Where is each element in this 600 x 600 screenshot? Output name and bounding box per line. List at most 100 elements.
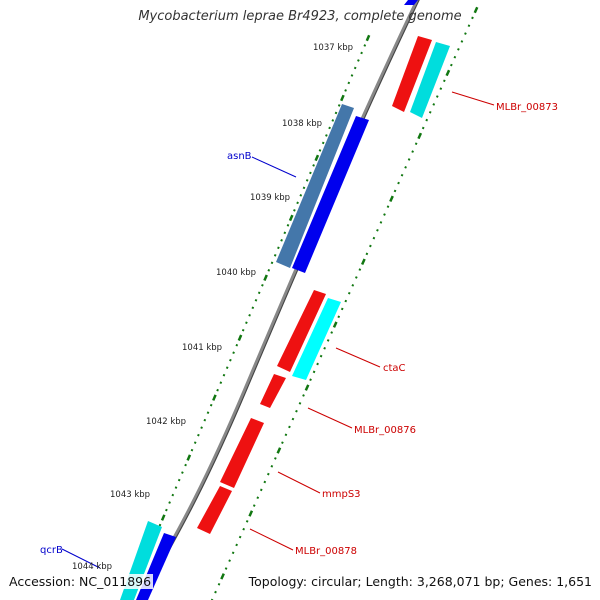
tick-mark xyxy=(209,403,213,407)
tick-mark xyxy=(274,457,277,460)
gene-label-mlbr-00873[interactable]: MLBr_00873 xyxy=(496,102,558,113)
topology-text: Topology: circular; Length: 3,268,071 bp… xyxy=(246,574,594,589)
tick-mark xyxy=(312,370,316,374)
tick-mark xyxy=(214,590,217,594)
tick-mark xyxy=(283,231,287,235)
gene-label-mlbr-00876[interactable]: MLBr_00876 xyxy=(354,425,416,436)
tick-mark xyxy=(464,32,467,35)
tick-mark xyxy=(350,74,354,77)
accession-text: Accession: NC_011896 xyxy=(7,574,154,589)
tick-mark xyxy=(224,567,228,570)
tick-mark xyxy=(347,81,351,85)
gene-cyan-ctaC[interactable] xyxy=(292,298,341,380)
tick-mark xyxy=(439,87,443,90)
tick-mark xyxy=(309,171,312,175)
gene-label-mmps3[interactable]: mmpS3 xyxy=(322,489,361,500)
tick-mark xyxy=(357,59,360,62)
tick-mark xyxy=(304,384,310,391)
gene-labels: MLBr_00873 asnB ctaC MLBr_00876 mmpS3 ML… xyxy=(40,102,558,557)
tick-mark xyxy=(428,110,432,114)
tick-mark xyxy=(316,362,319,366)
tick-mark xyxy=(237,334,243,341)
gene-red-00876[interactable] xyxy=(260,374,286,408)
tick-mark xyxy=(326,339,330,342)
tick-mark xyxy=(298,402,302,405)
kbp-label: 1042 kbp xyxy=(146,417,186,427)
gene-steel-asnB[interactable] xyxy=(276,104,354,268)
tick-mark xyxy=(229,358,232,362)
tick-mark xyxy=(225,366,229,370)
tick-mark xyxy=(184,463,187,467)
tick-mark xyxy=(353,66,357,70)
kbp-label: 1043 kbp xyxy=(110,490,150,500)
tick-mark xyxy=(365,252,369,256)
tick-mark xyxy=(171,493,175,497)
tick-mark xyxy=(216,388,219,392)
tick-mark xyxy=(340,94,345,102)
gene-label-asnb[interactable]: asnB xyxy=(227,151,252,162)
gene-red-mmpS3[interactable] xyxy=(220,418,264,488)
tick-mark xyxy=(186,454,192,461)
tick-mark xyxy=(302,186,306,190)
tick-mark xyxy=(206,411,210,414)
gene-label-mlbr-00878[interactable]: MLBr_00878 xyxy=(295,546,357,557)
tick-mark xyxy=(252,504,256,507)
tick-mark xyxy=(432,103,436,106)
tick-mark xyxy=(450,63,453,67)
tick-mark xyxy=(473,6,479,14)
tick-mark xyxy=(393,189,397,193)
tick-mark xyxy=(445,69,451,77)
tick-mark xyxy=(453,55,457,59)
tick-mark xyxy=(200,426,203,429)
tick-mark xyxy=(471,16,474,20)
tick-mark xyxy=(273,253,277,257)
tick-mark xyxy=(251,306,255,310)
tick-mark xyxy=(263,274,268,282)
tick-mark xyxy=(296,201,299,205)
gene-blue-asnB[interactable] xyxy=(292,116,369,273)
gene-red-00878[interactable] xyxy=(197,486,232,534)
tick-mark xyxy=(340,307,344,311)
kbp-label: 1037 kbp xyxy=(313,43,353,53)
tick-mark xyxy=(312,164,315,167)
tick-mark xyxy=(360,51,363,55)
tick-mark xyxy=(177,478,181,482)
tick-mark xyxy=(158,523,162,527)
tick-track-inner xyxy=(210,6,479,600)
tick-mark xyxy=(231,551,235,555)
tick-mark xyxy=(457,48,460,51)
tick-mark xyxy=(160,514,166,521)
tick-mark xyxy=(321,141,325,145)
gene-red-ctaC[interactable] xyxy=(277,290,326,372)
tick-mark xyxy=(295,409,298,413)
gene-red-top[interactable] xyxy=(392,36,432,112)
tick-mark xyxy=(344,299,348,303)
tick-mark xyxy=(421,126,425,130)
tick-mark xyxy=(267,268,271,272)
tick-mark xyxy=(383,213,386,216)
tick-mark xyxy=(168,501,171,504)
gene-cyan-top[interactable] xyxy=(410,42,450,118)
tick-mark xyxy=(372,236,376,240)
gene-blue-top[interactable] xyxy=(404,0,418,5)
tick-mark xyxy=(435,95,439,98)
tick-mark xyxy=(309,378,312,382)
tick-mark xyxy=(467,24,471,28)
tick-mark xyxy=(235,343,239,347)
tick-mark xyxy=(181,471,184,474)
tick-mark xyxy=(276,447,282,454)
tick-mark xyxy=(425,118,429,122)
tick-mark xyxy=(288,214,294,222)
gene-label-ctac[interactable]: ctaC xyxy=(383,363,406,374)
gene-label-qcrb[interactable]: qcrB xyxy=(40,545,63,556)
tick-mark xyxy=(314,154,320,162)
tick-mark xyxy=(193,441,197,444)
tick-mark xyxy=(256,496,260,500)
tick-mark xyxy=(337,315,341,319)
tick-mark xyxy=(245,520,249,523)
tick-mark xyxy=(165,508,168,512)
tick-mark xyxy=(325,134,328,137)
tick-mark xyxy=(228,559,231,562)
tick-mark xyxy=(358,268,362,271)
tick-mark xyxy=(365,34,371,42)
